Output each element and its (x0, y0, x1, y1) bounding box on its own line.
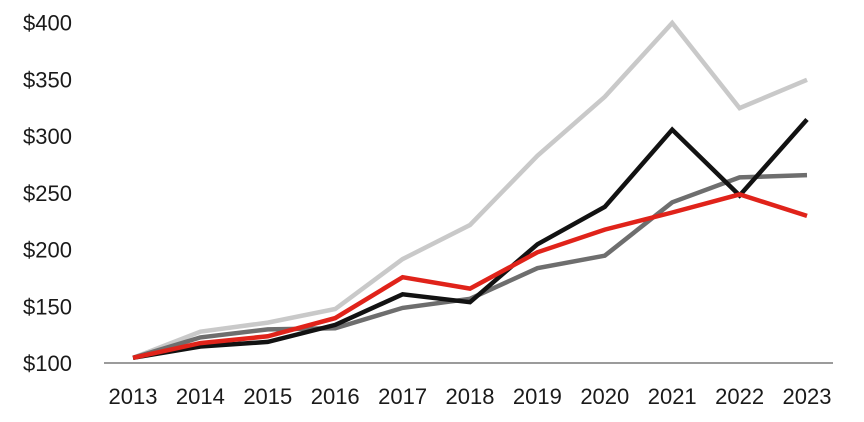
x-axis-tick-label: 2018 (446, 384, 495, 409)
y-axis-tick-label: $400 (23, 11, 72, 36)
y-axis-tick-label: $100 (23, 351, 72, 376)
series-line-red (132, 192, 808, 360)
y-axis-tick-label: $150 (23, 294, 72, 319)
series-line-dark-gray (132, 172, 808, 360)
x-axis-tick-label: 2013 (109, 384, 158, 409)
y-axis-tick-label: $200 (23, 238, 72, 263)
x-axis-tick-label: 2021 (648, 384, 697, 409)
x-axis-tick-label: 2017 (378, 384, 427, 409)
x-axis-tick-label: 2016 (311, 384, 360, 409)
x-axis-tick-label: 2020 (580, 384, 629, 409)
x-axis-tick-label: 2022 (715, 384, 764, 409)
x-axis-tick-label: 2023 (783, 384, 832, 409)
series-line-light-gray (132, 19, 808, 360)
series-line-black (132, 118, 809, 361)
x-axis-tick-label: 2019 (513, 384, 562, 409)
x-axis-tick-label: 2015 (243, 384, 292, 409)
y-axis-tick-label: $250 (23, 181, 72, 206)
x-axis-tick-label: 2014 (176, 384, 225, 409)
y-axis-tick-label: $350 (23, 67, 72, 92)
y-axis-tick-label: $300 (23, 124, 72, 149)
